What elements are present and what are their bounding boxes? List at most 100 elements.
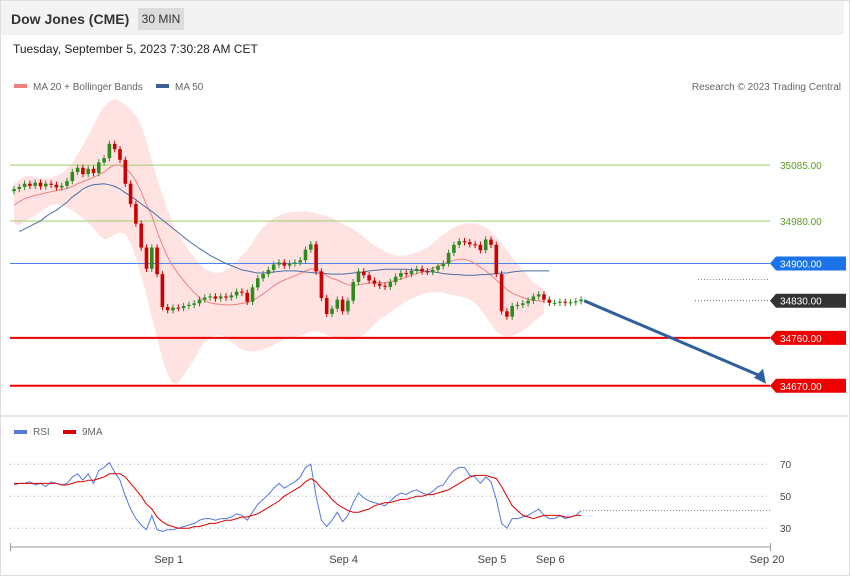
candle-body [271,264,276,270]
ma20-line [13,164,545,306]
candle-body [425,271,430,273]
candle-body [446,252,451,264]
candle-body [293,262,297,264]
candle-body [515,304,520,307]
candle-body [12,189,16,192]
candle-body [420,268,424,272]
support-tag [770,378,846,393]
candle-body [59,185,64,188]
candle-body [256,278,260,288]
candle-body [165,307,170,311]
candle-body [367,275,371,281]
candle-body [521,303,525,305]
candle-body [245,292,249,302]
support-label: 34670.00 [780,382,822,393]
candle-body [192,303,196,305]
candle-body [102,158,106,163]
rsi-legend-label: RSI [33,427,50,438]
candle-body [579,299,583,302]
ma50-legend-swatch [156,84,169,88]
candle-body [187,304,191,307]
pivot-tag [770,256,846,271]
resistance-label: 34980.00 [780,217,822,228]
ma50-legend-label: MA 50 [175,82,204,93]
candle-body [568,302,573,304]
candle-body [309,244,313,250]
support-tag [770,330,846,345]
candle-body [505,311,509,317]
rsi-ma-legend-swatch [63,430,76,434]
candle-body [218,296,223,299]
timeframe-button[interactable]: 30 MIN [138,8,184,30]
candle-body [261,274,265,279]
candle-body [250,287,255,302]
candle-body [468,242,472,245]
candle-body [377,283,382,286]
candle-body [176,307,181,309]
candle-body [118,149,122,160]
candle-body [28,183,32,186]
candle-body [144,247,149,269]
time-tick-label: Sep 20 [750,554,785,566]
candle-body [203,297,207,300]
candle-body [171,307,175,311]
candle-body [160,274,165,308]
time-tick-label: Sep 6 [536,554,565,566]
current-price-tag [770,293,846,308]
candle-body [542,294,546,300]
candle-body [404,273,408,275]
candle-body [314,244,318,272]
candle-body [112,143,117,150]
candle-body [75,167,80,173]
projection-arrow-head [754,368,766,384]
candle-body [362,271,366,276]
candle-body [44,183,48,187]
candle-body [489,239,493,245]
candle-body [234,291,239,296]
candle-body [478,244,483,251]
candle-body [128,183,133,204]
candle-body [383,285,387,287]
candle-body [335,299,340,309]
candle-body [351,282,355,301]
rsi-ma-line [14,473,582,529]
candle-body [22,183,27,187]
candle-body [155,247,159,275]
candle-body [457,241,461,245]
candle-body [388,282,393,287]
candle-body [372,280,377,284]
candle-body [452,244,456,253]
candle-body [324,298,329,314]
candle-body [33,182,37,186]
candle-body [399,273,403,277]
candle-body [266,269,271,275]
candle-body [298,260,302,263]
date-line: Tuesday, September 5, 2023 7:30:28 AM CE… [13,42,258,56]
candle-body [552,302,557,304]
candle-body [70,172,75,182]
support-label: 34760.00 [780,334,822,345]
candle-body [356,271,361,283]
candle-body [574,301,578,303]
candle-body [97,162,101,174]
time-tick-label: Sep 5 [478,554,507,566]
candle-body [430,269,435,272]
candle-body [208,296,212,298]
candle-body [563,301,567,303]
ma20-legend-swatch [14,84,27,88]
candle-body [81,167,85,175]
candle-body [287,263,292,266]
candle-body [531,296,536,301]
ma50-line [19,183,550,276]
candle-body [107,143,112,159]
credit-text: Research © 2023 Trading Central [692,82,841,93]
candle-body [319,271,324,299]
candle-body [282,262,287,266]
candle-body [330,308,334,314]
candle-body [346,300,350,312]
candle-body [483,239,488,251]
ma20-legend-label: MA 20 + Bollinger Bands [33,82,143,93]
candle-body [441,263,446,267]
candle-body [197,299,202,304]
